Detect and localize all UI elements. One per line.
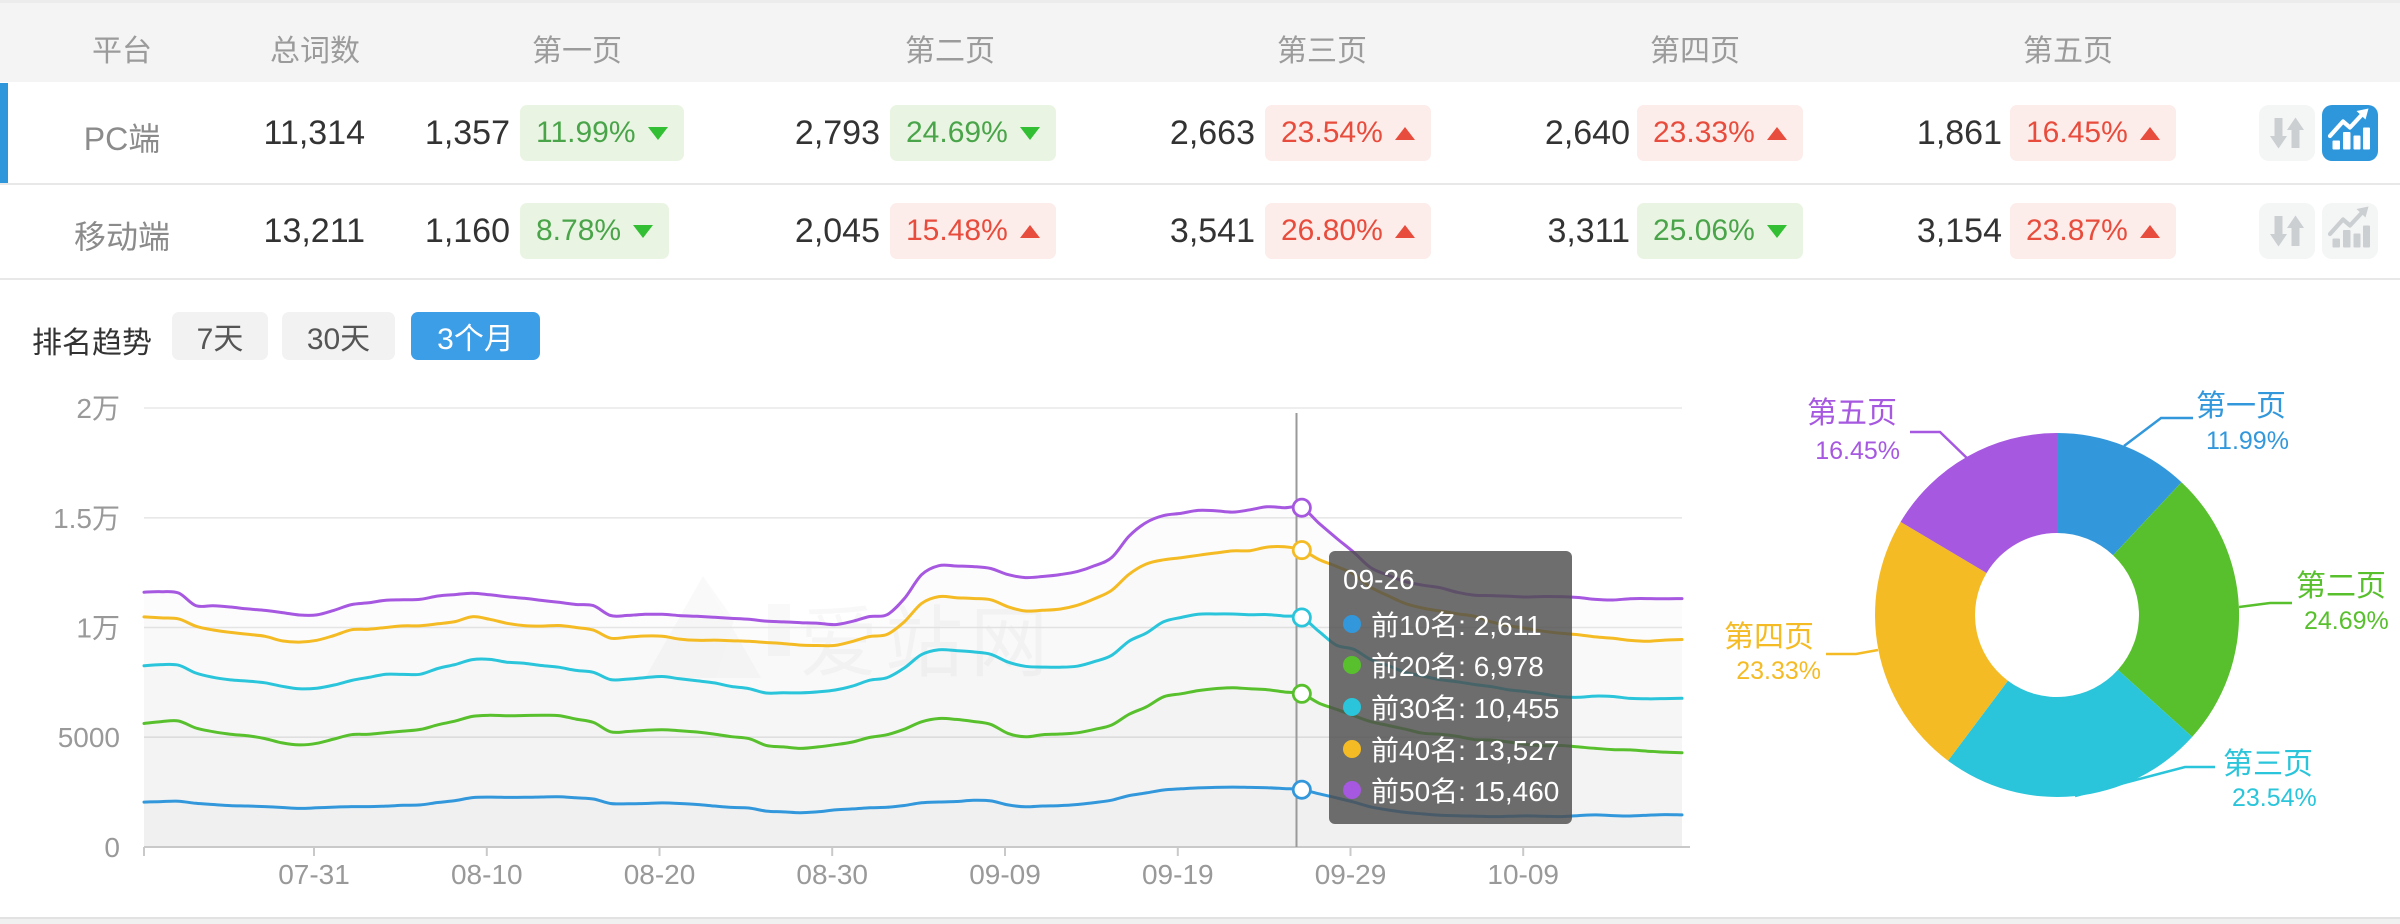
svg-text:08-10: 08-10 — [451, 859, 523, 890]
svg-text:11.99%: 11.99% — [2206, 427, 2289, 455]
svg-text:08-30: 08-30 — [796, 859, 868, 890]
svg-text:10-09: 10-09 — [1487, 859, 1559, 890]
svg-text:第二页: 第二页 — [2296, 570, 2386, 603]
svg-text:23.54%: 23.54% — [2232, 784, 2317, 812]
svg-text:第三页: 第三页 — [2223, 748, 2313, 781]
svg-text:08-20: 08-20 — [624, 859, 696, 890]
svg-text:第一页: 第一页 — [2196, 390, 2286, 423]
svg-text:2万: 2万 — [76, 393, 120, 424]
svg-text:1.5万: 1.5万 — [53, 503, 120, 534]
svg-text:09-09: 09-09 — [969, 859, 1041, 890]
svg-text:第五页: 第五页 — [1807, 397, 1897, 430]
svg-text:24.69%: 24.69% — [2304, 607, 2389, 635]
svg-text:09-29: 09-29 — [1315, 859, 1387, 890]
svg-text:07-31: 07-31 — [278, 859, 350, 890]
svg-text:1万: 1万 — [76, 613, 120, 644]
svg-text:23.33%: 23.33% — [1736, 657, 1821, 685]
svg-text:09-19: 09-19 — [1142, 859, 1214, 890]
svg-text:第四页: 第四页 — [1724, 621, 1814, 654]
svg-text:16.45%: 16.45% — [1815, 437, 1900, 465]
svg-text:0: 0 — [104, 832, 120, 863]
svg-text:5000: 5000 — [58, 722, 120, 753]
